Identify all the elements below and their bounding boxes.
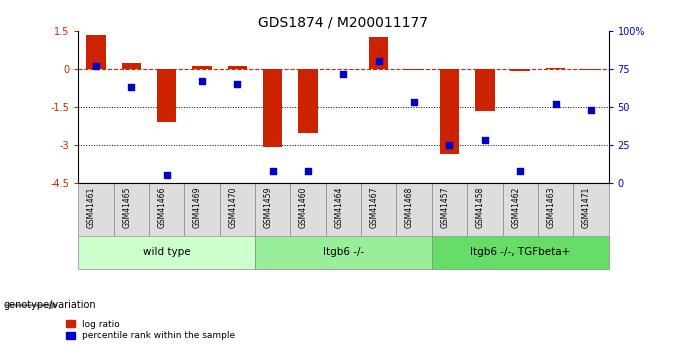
FancyBboxPatch shape: [467, 183, 503, 236]
FancyBboxPatch shape: [290, 183, 326, 236]
FancyBboxPatch shape: [255, 236, 432, 269]
Text: GSM41469: GSM41469: [193, 187, 202, 228]
Bar: [228, 67, 247, 69]
Bar: [369, 37, 388, 69]
Text: GSM41467: GSM41467: [370, 187, 379, 228]
Bar: [157, 69, 176, 122]
FancyBboxPatch shape: [184, 183, 220, 236]
Bar: [263, 69, 282, 147]
FancyBboxPatch shape: [326, 183, 361, 236]
Bar: [299, 69, 318, 134]
Point: [479, 137, 490, 143]
Point: [373, 59, 384, 64]
FancyBboxPatch shape: [432, 236, 609, 269]
Point: [444, 142, 455, 148]
Text: GSM41461: GSM41461: [87, 187, 96, 228]
Point: [161, 172, 172, 178]
Point: [409, 100, 420, 105]
Text: GSM41464: GSM41464: [335, 187, 343, 228]
Bar: [475, 69, 494, 111]
FancyBboxPatch shape: [361, 183, 396, 236]
Text: GSM41466: GSM41466: [158, 187, 167, 228]
Bar: [405, 69, 424, 70]
Bar: [511, 69, 530, 71]
FancyBboxPatch shape: [220, 183, 255, 236]
FancyBboxPatch shape: [432, 183, 467, 236]
Bar: [581, 69, 600, 70]
Text: Itgb6 -/-, TGFbeta+: Itgb6 -/-, TGFbeta+: [470, 247, 571, 257]
Bar: [192, 66, 211, 69]
Title: GDS1874 / M200011177: GDS1874 / M200011177: [258, 16, 428, 30]
Bar: [440, 69, 459, 154]
Text: Itgb6 -/-: Itgb6 -/-: [323, 247, 364, 257]
FancyBboxPatch shape: [114, 183, 149, 236]
Point: [585, 107, 596, 113]
Text: wild type: wild type: [143, 247, 190, 257]
FancyBboxPatch shape: [396, 183, 432, 236]
Text: genotype/variation: genotype/variation: [3, 300, 96, 310]
Text: GSM41462: GSM41462: [511, 187, 520, 228]
Point: [515, 168, 526, 173]
Text: GSM41460: GSM41460: [299, 187, 308, 228]
FancyBboxPatch shape: [538, 183, 573, 236]
FancyBboxPatch shape: [503, 183, 538, 236]
FancyBboxPatch shape: [149, 183, 184, 236]
Text: GSM41465: GSM41465: [122, 187, 131, 228]
Text: GSM41470: GSM41470: [228, 187, 237, 228]
Point: [90, 63, 101, 69]
FancyBboxPatch shape: [78, 236, 255, 269]
Point: [267, 168, 278, 173]
Point: [126, 85, 137, 90]
Text: GSM41459: GSM41459: [264, 187, 273, 228]
FancyBboxPatch shape: [573, 183, 609, 236]
Point: [338, 71, 349, 76]
Point: [232, 81, 243, 87]
FancyBboxPatch shape: [78, 183, 114, 236]
Point: [303, 168, 313, 173]
Text: GSM41468: GSM41468: [405, 187, 414, 228]
Text: GSM41471: GSM41471: [582, 187, 591, 228]
Point: [197, 78, 207, 84]
Bar: [546, 68, 565, 69]
Legend: log ratio, percentile rank within the sample: log ratio, percentile rank within the sa…: [66, 320, 235, 341]
Text: GSM41458: GSM41458: [476, 187, 485, 228]
Text: GSM41457: GSM41457: [441, 187, 449, 228]
Bar: [86, 35, 105, 69]
Text: GSM41463: GSM41463: [547, 187, 556, 228]
FancyBboxPatch shape: [255, 183, 290, 236]
Bar: [122, 63, 141, 69]
Point: [550, 101, 561, 107]
